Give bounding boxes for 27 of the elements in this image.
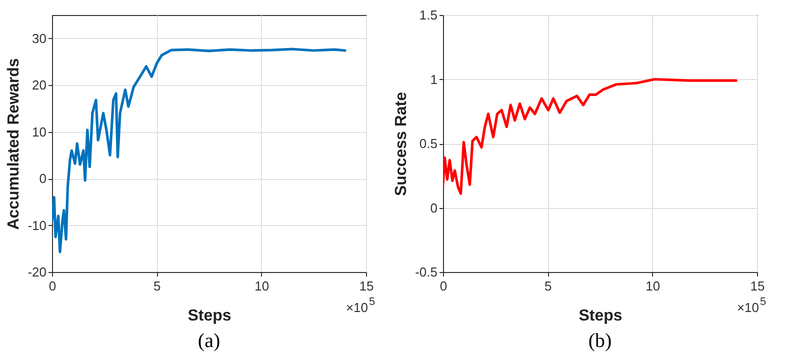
x-tick-label: 5 [154, 278, 161, 294]
text: (a) [198, 330, 220, 352]
x-tick-label: 0 [440, 278, 448, 294]
y-tick-label: 0.5 [419, 136, 438, 151]
text: (b) [588, 330, 612, 352]
x-tick-label: 15 [750, 278, 765, 294]
x-axis-title: Steps [188, 308, 232, 324]
y-tick-label: -0.5 [415, 264, 438, 280]
x-tick-label: 5 [544, 278, 552, 294]
y-axis-title: Accumulated Rewards [6, 58, 23, 230]
line-series [443, 78, 738, 195]
x-axis-title: Steps [578, 308, 622, 324]
y-tick-label: 1 [430, 72, 438, 87]
x-tick-label: 15 [359, 278, 374, 294]
x-tick-label: 10 [254, 278, 270, 294]
y-tick-label: -10 [28, 218, 46, 233]
line-series [52, 48, 346, 254]
y-tick-label: 10 [32, 124, 46, 140]
y-tick-label: 30 [32, 30, 46, 46]
x-tick-label: 0 [48, 278, 56, 294]
y-tick-label: 0 [39, 171, 46, 186]
y-axis-title: Success Rate [393, 92, 410, 196]
y-tick-label: 0 [430, 200, 438, 216]
y-tick-label: -20 [28, 264, 46, 280]
x-tick-label: 10 [646, 278, 660, 294]
y-tick-label: 1.5 [419, 8, 438, 22]
y-tick-label: 20 [32, 78, 46, 93]
